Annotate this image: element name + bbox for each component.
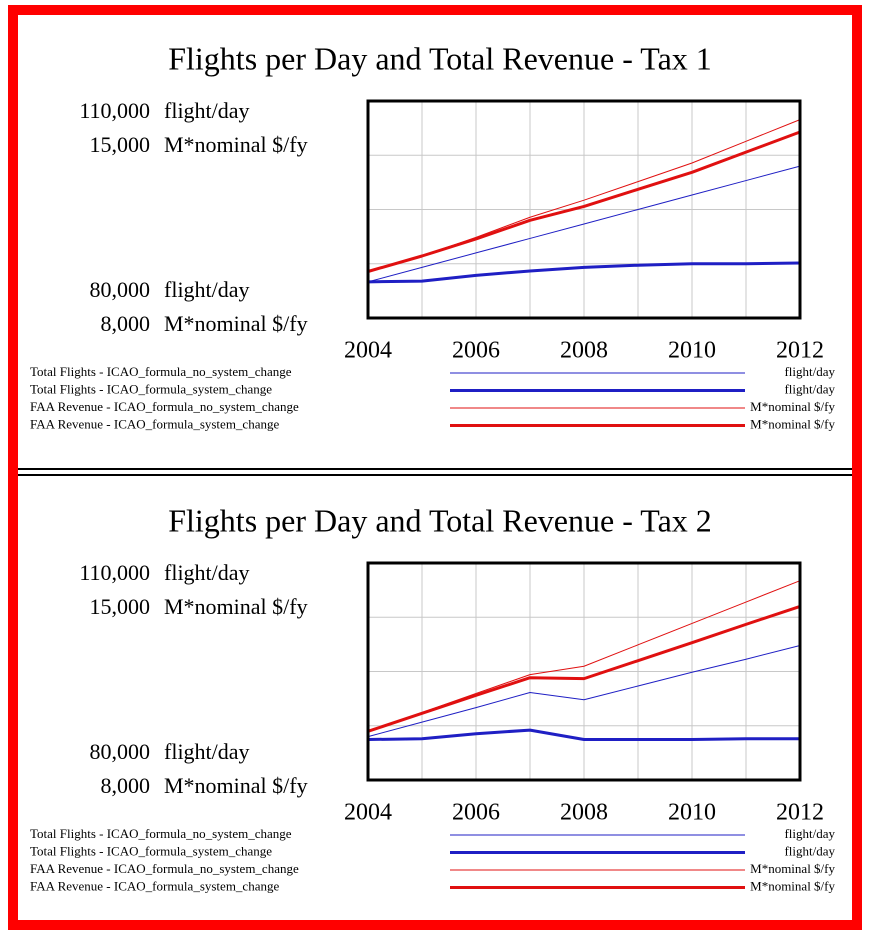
y-tick-label: 80,000	[90, 277, 151, 302]
y-tick-label: 8,000	[101, 311, 151, 336]
plot-frame	[366, 561, 802, 782]
x-tick-label: 2004	[344, 338, 392, 364]
x-tick-label: 2010	[668, 800, 716, 826]
x-tick-label: 2004	[344, 800, 392, 826]
x-tick-label: 2006	[452, 338, 500, 364]
y-unit-label: M*nominal $/fy	[164, 132, 308, 157]
y-unit-label: M*nominal $/fy	[164, 311, 308, 336]
series-line	[367, 165, 801, 283]
legend-unit: flight/day	[784, 381, 835, 396]
legend-label: FAA Revenue - ICAO_formula_no_system_cha…	[30, 399, 299, 414]
legend-unit: M*nominal $/fy	[750, 861, 835, 876]
frame	[8, 5, 862, 930]
legend-unit: M*nominal $/fy	[750, 399, 835, 414]
legend-label: Total Flights - ICAO_formula_no_system_c…	[30, 826, 292, 841]
legend-label: FAA Revenue - ICAO_formula_system_change	[30, 416, 279, 431]
y-unit-label: M*nominal $/fy	[164, 773, 308, 798]
series-line	[367, 130, 801, 273]
series-line	[367, 604, 801, 733]
x-tick-label: 2006	[452, 800, 500, 826]
y-tick-label: 110,000	[79, 98, 150, 123]
y-unit-label: M*nominal $/fy	[164, 594, 308, 619]
y-tick-label: 15,000	[90, 594, 151, 619]
x-tick-label: 2012	[776, 338, 824, 364]
x-tick-label: 2010	[668, 338, 716, 364]
y-unit-label: flight/day	[164, 560, 250, 585]
y-tick-label: 8,000	[101, 773, 151, 798]
legend-label: Total Flights - ICAO_formula_no_system_c…	[30, 364, 292, 379]
chart-title: Flights per Day and Total Revenue - Tax …	[168, 502, 712, 538]
x-tick-label: 2012	[776, 800, 824, 826]
plot-frame	[366, 99, 802, 320]
y-unit-label: flight/day	[164, 277, 250, 302]
legend-unit: M*nominal $/fy	[750, 416, 835, 431]
x-tick-label: 2008	[560, 800, 608, 826]
series-line	[367, 644, 801, 738]
y-tick-label: 15,000	[90, 132, 151, 157]
y-tick-label: 80,000	[90, 739, 151, 764]
y-unit-label: flight/day	[164, 739, 250, 764]
legend-unit: flight/day	[784, 364, 835, 379]
series-line	[367, 728, 800, 741]
legend-label: Total Flights - ICAO_formula_system_chan…	[30, 843, 272, 858]
y-tick-label: 110,000	[79, 560, 150, 585]
chart-title: Flights per Day and Total Revenue - Tax …	[168, 40, 712, 76]
legend-unit: flight/day	[784, 843, 835, 858]
series-line	[367, 261, 801, 284]
x-tick-label: 2008	[560, 338, 608, 364]
legend-label: FAA Revenue - ICAO_formula_no_system_cha…	[30, 861, 299, 876]
legend-label: Total Flights - ICAO_formula_system_chan…	[30, 381, 272, 396]
legend-unit: flight/day	[784, 826, 835, 841]
legend-unit: M*nominal $/fy	[750, 878, 835, 893]
y-unit-label: flight/day	[164, 98, 250, 123]
legend-label: FAA Revenue - ICAO_formula_system_change	[30, 878, 279, 893]
